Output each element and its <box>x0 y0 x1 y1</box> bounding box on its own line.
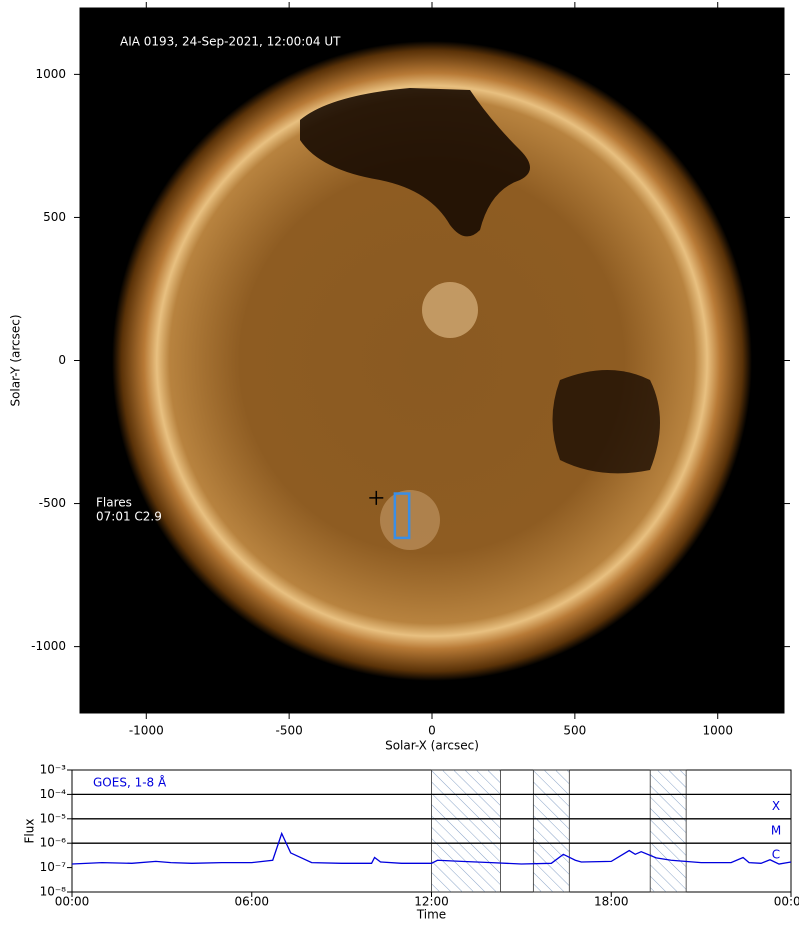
x-tick-label: 18:00 <box>594 895 629 909</box>
y-tick-label: 10⁻⁷ <box>40 860 67 874</box>
flare-box <box>393 492 411 540</box>
y-tick-label: 10⁻⁶ <box>40 836 67 850</box>
sun <box>112 41 752 681</box>
y-tick-label: 10⁻⁸ <box>40 885 67 899</box>
y-tick-label: 0 <box>58 353 66 367</box>
coronal-hole <box>300 88 530 237</box>
y-tick-label: 500 <box>43 210 66 224</box>
x-tick-label: 1000 <box>702 724 733 738</box>
class-label: X <box>772 799 780 813</box>
flare-title: Flares <box>96 496 132 510</box>
x-axis-label: Time <box>416 908 446 922</box>
y-tick-label: 10⁻⁵ <box>40 811 67 825</box>
y-tick-label: 1000 <box>35 67 66 81</box>
x-tick-label: 00:00 <box>774 895 799 909</box>
y-tick-label: 10⁻³ <box>40 763 67 777</box>
hatched-window <box>431 769 501 893</box>
class-label: M <box>771 823 781 837</box>
class-label: C <box>772 848 780 862</box>
x-axis-label: Solar-X (arcsec) <box>385 739 479 753</box>
y-axis-label: Solar-Y (arcsec) <box>9 314 23 406</box>
hatched-window <box>532 769 570 893</box>
flux-line <box>71 831 792 865</box>
active-region <box>422 282 478 338</box>
y-axis-label: Flux <box>23 819 37 844</box>
x-tick-label: -1000 <box>129 724 164 738</box>
flare-marker <box>369 490 384 505</box>
y-tick-label: 10⁻⁴ <box>40 787 67 801</box>
y-tick-label: -500 <box>39 496 66 510</box>
x-tick-label: 12:00 <box>414 895 449 909</box>
annotation: AIA 0193, 24-Sep-2021, 12:00:04 UT <box>120 35 341 49</box>
x-tick-label: 0 <box>428 724 436 738</box>
hatched-window <box>649 769 687 893</box>
flare-label: 07:01 C2.9 <box>96 510 162 524</box>
x-tick-label: 06:00 <box>234 895 269 909</box>
annotation: GOES, 1-8 Å <box>93 775 167 790</box>
x-tick-label: -500 <box>276 724 303 738</box>
x-tick-label: 00:00 <box>55 895 90 909</box>
x-tick-label: 500 <box>563 724 586 738</box>
y-tick-label: -1000 <box>31 639 66 653</box>
coronal-hole <box>552 370 660 474</box>
